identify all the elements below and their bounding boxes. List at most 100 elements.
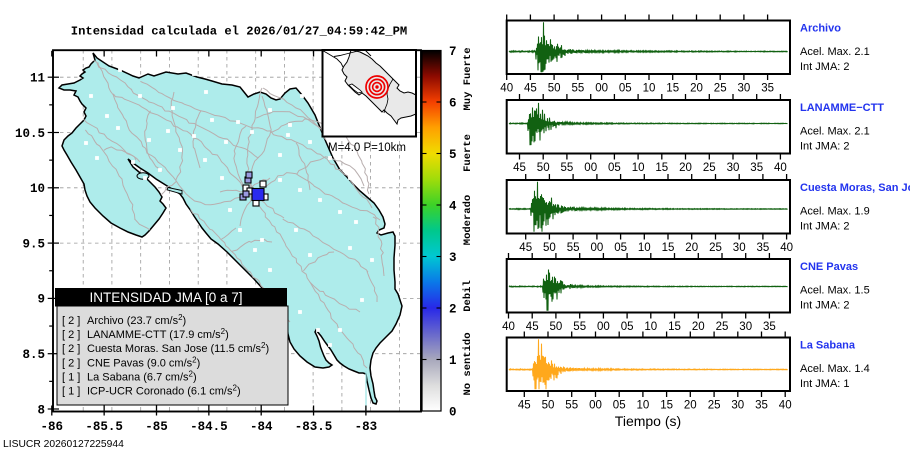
svg-text:45: 45 — [519, 242, 532, 254]
svg-text:35: 35 — [757, 242, 770, 254]
svg-text:Acel. Max. 1.9: Acel. Max. 1.9 — [800, 206, 870, 218]
svg-text:La Sabana: La Sabana — [800, 340, 856, 352]
svg-text:Tiempo (s): Tiempo (s) — [615, 413, 681, 429]
svg-text:[ 1 ]: [ 1 ] — [62, 386, 80, 398]
svg-text:50: 50 — [542, 400, 555, 412]
svg-text:10: 10 — [637, 400, 650, 412]
svg-text:45: 45 — [518, 400, 531, 412]
svg-text:LANAMME−CTT: LANAMME−CTT — [800, 102, 884, 114]
svg-text:LANAMME-CTT (17.9 cm/s2): LANAMME-CTT (17.9 cm/s2) — [87, 327, 229, 341]
svg-text:35: 35 — [755, 400, 768, 412]
svg-text:00: 00 — [584, 162, 597, 174]
svg-text:55: 55 — [572, 83, 585, 95]
svg-text:40: 40 — [500, 83, 513, 95]
svg-text:-84: -84 — [250, 420, 273, 434]
svg-text:La Sabana (6.7 cm/s2): La Sabana (6.7 cm/s2) — [87, 369, 197, 383]
svg-text:40: 40 — [779, 400, 792, 412]
svg-text:55: 55 — [573, 321, 586, 333]
svg-text:50: 50 — [537, 162, 550, 174]
svg-text:05: 05 — [608, 162, 621, 174]
svg-text:45: 45 — [526, 321, 539, 333]
svg-text:20: 20 — [690, 83, 703, 95]
svg-text:4: 4 — [449, 199, 457, 213]
svg-text:Acel. Max. 1.5: Acel. Max. 1.5 — [800, 285, 870, 297]
svg-text:Archivo (23.7 cm/s2): Archivo (23.7 cm/s2) — [87, 313, 186, 327]
svg-text:55: 55 — [561, 162, 574, 174]
svg-text:05: 05 — [621, 321, 634, 333]
svg-text:Fuerte: Fuerte — [462, 134, 474, 172]
svg-text:35: 35 — [763, 321, 776, 333]
svg-text:LISUCR 20260127225944: LISUCR 20260127225944 — [3, 439, 124, 450]
svg-text:25: 25 — [709, 242, 722, 254]
svg-text:[ 2 ]: [ 2 ] — [62, 343, 80, 355]
svg-text:00: 00 — [589, 400, 602, 412]
svg-text:10: 10 — [644, 321, 657, 333]
svg-text:Acel. Max. 2.1: Acel. Max. 2.1 — [800, 46, 870, 58]
svg-text:Cuesta Moras. San Jose (11.5 c: Cuesta Moras. San Jose (11.5 cm/s2) — [87, 341, 269, 355]
svg-text:M=4.0 P=10km: M=4.0 P=10km — [328, 142, 406, 154]
svg-text:Debil: Debil — [462, 280, 474, 312]
svg-text:30: 30 — [733, 242, 746, 254]
svg-text:Muy Fuerte: Muy Fuerte — [462, 47, 474, 110]
svg-text:05: 05 — [619, 83, 632, 95]
svg-text:Intensidad calculada el 2026/0: Intensidad calculada el 2026/01/27_04:59… — [71, 25, 407, 39]
svg-text:[ 2 ]: [ 2 ] — [62, 357, 80, 369]
svg-text:6: 6 — [449, 96, 457, 110]
svg-text:Acel. Max. 1.4: Acel. Max. 1.4 — [800, 363, 870, 375]
svg-text:25: 25 — [703, 162, 716, 174]
svg-text:3: 3 — [449, 251, 457, 265]
svg-text:8: 8 — [37, 403, 45, 417]
svg-text:Archivo: Archivo — [800, 23, 841, 35]
svg-text:05: 05 — [614, 242, 627, 254]
svg-text:CNE Pavas: CNE Pavas — [800, 261, 858, 273]
svg-text:8.5: 8.5 — [22, 348, 45, 362]
svg-text:Cuesta Moras, San Jose: Cuesta Moras, San Jose — [800, 182, 910, 194]
svg-text:20: 20 — [692, 321, 705, 333]
svg-text:20: 20 — [684, 400, 697, 412]
svg-text:10: 10 — [30, 182, 45, 196]
svg-text:Int JMA: 2: Int JMA: 2 — [800, 300, 850, 312]
svg-text:25: 25 — [714, 83, 727, 95]
svg-text:30: 30 — [739, 321, 752, 333]
svg-text:30: 30 — [731, 400, 744, 412]
svg-text:9.5: 9.5 — [22, 237, 45, 251]
svg-text:35: 35 — [761, 83, 774, 95]
svg-text:9: 9 — [37, 293, 45, 307]
svg-text:55: 55 — [565, 400, 578, 412]
svg-text:15: 15 — [660, 400, 673, 412]
svg-text:00: 00 — [597, 321, 610, 333]
svg-text:11: 11 — [30, 72, 45, 86]
svg-text:-85.5: -85.5 — [85, 420, 123, 434]
svg-text:00: 00 — [591, 242, 604, 254]
svg-text:INTENSIDAD JMA [0 a 7]: INTENSIDAD JMA [0 a 7] — [89, 290, 242, 305]
svg-text:00: 00 — [595, 83, 608, 95]
svg-text:40: 40 — [502, 321, 515, 333]
svg-text:10.5: 10.5 — [15, 127, 45, 141]
svg-text:-85: -85 — [145, 420, 168, 434]
svg-text:25: 25 — [708, 400, 721, 412]
svg-text:15: 15 — [655, 162, 668, 174]
svg-text:20: 20 — [685, 242, 698, 254]
svg-text:20: 20 — [679, 162, 692, 174]
svg-text:Int JMA: 1: Int JMA: 1 — [800, 378, 850, 390]
svg-text:15: 15 — [668, 321, 681, 333]
svg-text:-84.5: -84.5 — [190, 420, 228, 434]
svg-text:25: 25 — [716, 321, 729, 333]
svg-text:40: 40 — [774, 162, 787, 174]
svg-text:2: 2 — [449, 302, 457, 316]
svg-text:7: 7 — [449, 45, 457, 59]
svg-text:-86: -86 — [41, 420, 64, 434]
svg-text:50: 50 — [543, 242, 556, 254]
svg-text:15: 15 — [666, 83, 679, 95]
svg-text:10: 10 — [638, 242, 651, 254]
svg-text:ICP-UCR Coronado (6.1 cm/s2): ICP-UCR Coronado (6.1 cm/s2) — [87, 384, 241, 398]
svg-text:Acel. Max. 2.1: Acel. Max. 2.1 — [800, 126, 870, 138]
svg-text:50: 50 — [550, 321, 563, 333]
svg-text:30: 30 — [738, 83, 751, 95]
svg-text:-83.5: -83.5 — [295, 420, 333, 434]
svg-text:0: 0 — [449, 405, 457, 419]
svg-text:[ 2 ]: [ 2 ] — [62, 329, 80, 341]
svg-text:45: 45 — [524, 83, 537, 95]
svg-text:15: 15 — [662, 242, 675, 254]
svg-text:55: 55 — [567, 242, 580, 254]
